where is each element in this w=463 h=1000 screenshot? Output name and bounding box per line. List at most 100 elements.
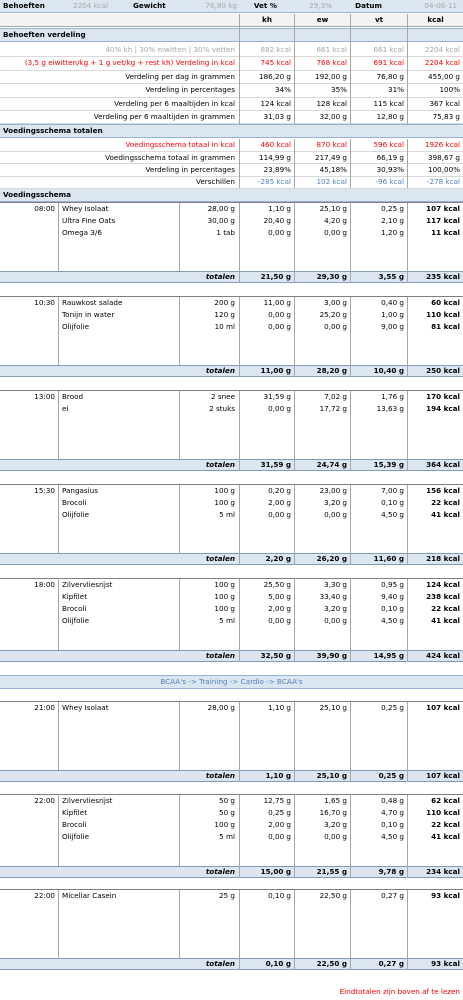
- column-divider: [294, 553, 295, 565]
- food-name: Micellar Casein: [62, 891, 117, 901]
- total-kh: 11,00 g: [260, 366, 291, 376]
- cell-vt: 0,40 g: [381, 298, 404, 308]
- block-top-border: [0, 701, 463, 702]
- behoeften-row: Verdeling per 6 maaltijden in kcal 124 kc…: [0, 97, 463, 110]
- meal-item-row: Kipfilet 100 g 5,00 g 33,40 g 9,40 g 238 kcal: [0, 591, 463, 603]
- behoeften-row: Verdeling per 6 maaltijden in grammen 31,…: [0, 110, 463, 123]
- meal-item-row: Brocoli 100 g 2,00 g 3,20 g 0,10 g 22 kcal: [0, 603, 463, 615]
- cell-kh: 0,25 g: [268, 808, 291, 818]
- cell-kh: 25,50 g: [263, 580, 291, 590]
- meal-item-row: Ultra Fine Oats 30,00 g 20,40 g 4,20 g 2,10 …: [0, 215, 463, 227]
- column-divider: [350, 139, 351, 188]
- meal-time-row: 13:00: [0, 391, 463, 403]
- food-name: Tonijn in water: [62, 310, 115, 320]
- cell-ew: 25,10 g: [319, 204, 347, 214]
- cell-ew: 16,70 g: [319, 808, 347, 818]
- total-vt: 3,55 g: [378, 272, 404, 282]
- total-kh: 1,10 g: [265, 771, 291, 781]
- food-quantity: 10 ml: [214, 322, 235, 332]
- meal-item-row: Rauwkost salade 200 g 11,00 g 3,00 g 0,40 g 6…: [0, 297, 463, 309]
- cell-kcal: 22 kcal: [431, 498, 460, 508]
- total-kcal: 235 kcal: [426, 272, 460, 282]
- cell-kh: 11,00 g: [263, 298, 291, 308]
- food-quantity: 100 g: [214, 820, 235, 830]
- cell-vt: 0,25 g: [381, 204, 404, 214]
- column-divider: [407, 553, 408, 565]
- column-divider: [239, 459, 240, 471]
- column-divider: [179, 297, 180, 377]
- cell-vt: 4,50 g: [381, 832, 404, 842]
- cell-vt: 1,20 g: [381, 228, 404, 238]
- food-name: Olijfolie: [62, 832, 89, 842]
- column-divider: [179, 890, 180, 970]
- total-ew: 22,50 g: [316, 959, 347, 969]
- cell-vt: 31%: [388, 85, 404, 95]
- column-divider: [294, 890, 295, 970]
- meal-time: 22:00: [34, 891, 55, 901]
- column-divider: [407, 650, 408, 662]
- cell-kh: 31,03 g: [263, 112, 291, 122]
- cell-kcal: 117 kcal: [426, 216, 460, 226]
- cell-kh: 0,00 g: [268, 404, 291, 414]
- column-divider: [350, 271, 351, 283]
- column-divider: [350, 365, 351, 377]
- row-label: Verdeling per 6 maaltijden in grammen: [93, 112, 235, 122]
- block-top-border: [0, 296, 463, 297]
- column-divider: [350, 391, 351, 471]
- section-voedingsschema-totalen: Voedingsschema totalen: [0, 124, 463, 138]
- food-name: Omega 3/6: [62, 228, 102, 238]
- total-kh: 31,59 g: [260, 460, 291, 470]
- cell-ew: 25,10 g: [319, 703, 347, 713]
- cell-vt: 9,00 g: [381, 322, 404, 332]
- food-name: Zilvervliesrijst: [62, 580, 113, 590]
- cell-ew: 22,50 g: [319, 891, 347, 901]
- food-quantity: 100 g: [214, 604, 235, 614]
- cell-ew: 7,02 g: [324, 392, 347, 402]
- vet-label: Vet %: [253, 1, 277, 11]
- total-kh: 21,50 g: [260, 272, 291, 282]
- cell-kh: 0,00 g: [268, 322, 291, 332]
- cell-kcal: 41 kcal: [431, 832, 460, 842]
- total-kcal: 364 kcal: [426, 460, 460, 470]
- food-quantity: 5 ml: [219, 616, 235, 626]
- food-name: Olijfolie: [62, 322, 89, 332]
- total-vt: 9,78 g: [378, 867, 404, 877]
- food-name: Brood: [62, 392, 84, 402]
- totalen-row: Voedingsschema totaal in kcal 460 kcal 870…: [0, 139, 463, 151]
- cell-kcal: 100,00%: [428, 164, 460, 174]
- cell-kh: 186,20 g: [259, 71, 291, 81]
- cell-kh: 0,00 g: [268, 510, 291, 520]
- meal-item-row: Olijfolie 5 ml 0,00 g 0,00 g 4,50 g 41 kcal: [0, 509, 463, 521]
- meal-item-row: Brocoli 100 g 2,00 g 3,20 g 0,10 g 22 kcal: [0, 819, 463, 831]
- column-divider: [239, 391, 240, 471]
- total-ew: 28,20 g: [316, 366, 347, 376]
- cell-kh: 1,10 g: [268, 204, 291, 214]
- column-divider: [407, 579, 408, 662]
- cell-kcal: 107 kcal: [426, 204, 460, 214]
- column-divider: [58, 203, 59, 283]
- meal-item-row: Olijfolie 5 ml 0,00 g 0,00 g 4,50 g 41 kcal: [0, 615, 463, 627]
- row-label: 40% kh | 30% eiwitten | 30% vetten: [105, 45, 235, 55]
- total-kh: 15,00 g: [260, 867, 291, 877]
- column-divider: [294, 579, 295, 662]
- cell-vt: 0,48 g: [381, 796, 404, 806]
- cell-ew: 192,00 g: [315, 71, 347, 81]
- food-quantity: 2 snee: [210, 392, 235, 402]
- totalen-label: totalen: [205, 867, 235, 877]
- column-divider: [407, 365, 408, 377]
- meal-totals-row: totalen 32,50 g 39,90 g 14,95 g 424 kcal: [0, 650, 463, 662]
- cell-kh: 0,10 g: [268, 891, 291, 901]
- cell-kcal: 2204 kcal: [424, 58, 460, 68]
- column-divider: [294, 139, 295, 188]
- food-quantity: 5 ml: [219, 510, 235, 520]
- column-divider: [239, 866, 240, 878]
- cell-ew: 35%: [331, 85, 347, 95]
- column-divider: [179, 795, 180, 878]
- cell-vt: 115 kcal: [373, 98, 404, 108]
- column-divider: [239, 139, 240, 188]
- cell-kcal: 11 kcal: [431, 228, 460, 238]
- cell-kcal: 156 kcal: [426, 486, 460, 496]
- cell-kh: 2,00 g: [268, 498, 291, 508]
- cell-kh: -285 kcal: [257, 177, 291, 187]
